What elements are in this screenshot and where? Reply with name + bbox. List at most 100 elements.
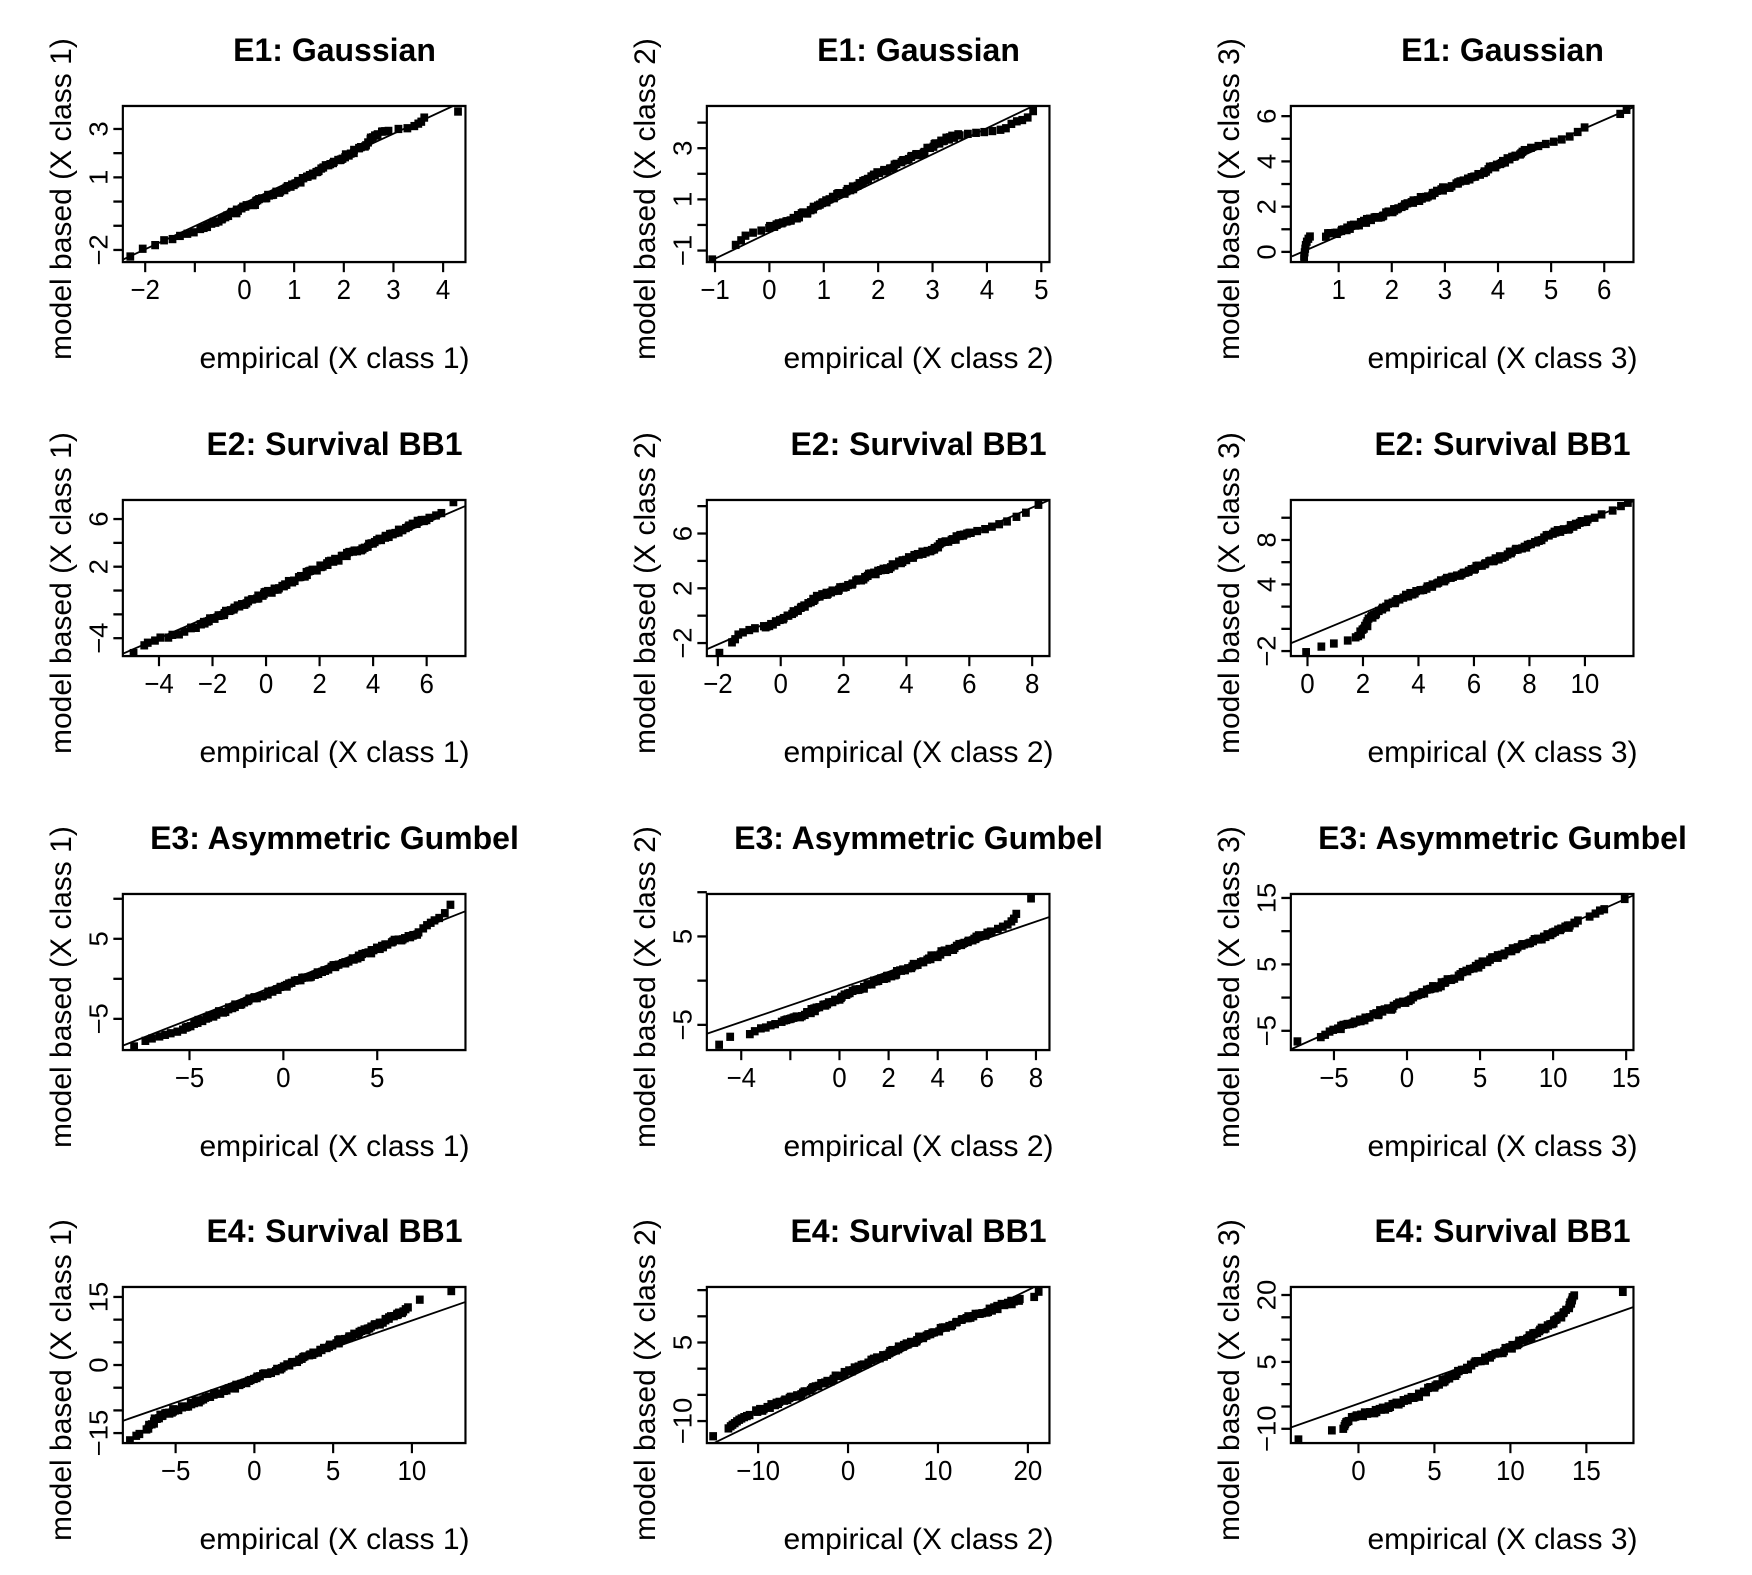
y-tick-label: −10	[1252, 1406, 1281, 1453]
data-point	[1428, 580, 1437, 589]
data-point	[708, 255, 717, 263]
qq-subplot-e4-class2: E4: Survival BB1 model based (X class 2)…	[624, 1197, 1128, 1559]
data-point	[1465, 964, 1474, 973]
data-point	[788, 1392, 797, 1402]
data-point	[310, 1349, 319, 1358]
data-point	[126, 252, 135, 261]
data-point	[268, 987, 277, 996]
data-point	[981, 524, 989, 534]
data-point	[988, 126, 997, 136]
y-tick-label: −5	[668, 1009, 697, 1040]
qq-subplot-e3-class2: E3: Asymmetric Gumbel model based (X cla…	[624, 804, 1128, 1166]
data-point	[403, 124, 412, 133]
data-point	[767, 1400, 776, 1409]
data-point	[259, 991, 267, 1000]
data-point	[1557, 135, 1566, 144]
data-point	[1515, 1336, 1523, 1346]
data-point	[835, 1372, 844, 1381]
data-point	[394, 124, 403, 134]
data-point	[415, 1295, 424, 1305]
data-point	[160, 236, 168, 245]
data-point	[1343, 636, 1352, 645]
data-point	[1409, 196, 1418, 205]
data-point	[734, 630, 743, 639]
data-point	[164, 633, 173, 642]
plot-title: E4: Survival BB1	[1374, 1213, 1631, 1250]
x-tick-label: 6	[419, 668, 433, 699]
data-point	[844, 580, 852, 589]
data-point	[919, 956, 928, 966]
x-axis-label: empirical (X class 3)	[1367, 1523, 1638, 1557]
x-tick-label: 2	[1385, 274, 1399, 305]
data-point	[300, 1352, 309, 1361]
data-point	[875, 168, 884, 178]
data-point	[1326, 229, 1335, 238]
data-point	[176, 231, 184, 241]
data-point	[998, 922, 1007, 931]
data-point	[799, 208, 807, 217]
data-point	[449, 499, 458, 507]
data-point	[390, 935, 399, 944]
data-point	[1622, 105, 1631, 114]
data-point	[1513, 942, 1522, 951]
x-tick-label: 0	[1351, 1455, 1365, 1486]
plot-title: E3: Asymmetric Gumbel	[150, 819, 519, 856]
data-point	[143, 638, 152, 647]
data-point	[437, 508, 446, 517]
data-point	[756, 1023, 765, 1033]
x-axis-label: empirical (X class 1)	[199, 735, 470, 769]
data-point	[1306, 232, 1314, 241]
x-tick-label: 6	[1467, 668, 1481, 699]
data-point	[414, 927, 423, 937]
data-point	[168, 630, 177, 639]
y-tick-label: 0	[1252, 244, 1281, 259]
qq-plot-canvas: −5 0 5 10 −15 0 15	[84, 1282, 467, 1486]
data-point	[329, 157, 338, 167]
data-point	[1580, 123, 1589, 132]
x-axis-label: empirical (X class 3)	[1367, 342, 1638, 375]
y-tick-label: −5	[1252, 1015, 1281, 1046]
x-tick-label: 2	[312, 668, 326, 699]
y-tick-label: 3	[668, 141, 697, 156]
data-point	[1418, 194, 1426, 203]
data-point	[142, 1425, 151, 1434]
x-tick-label: −4	[726, 1062, 756, 1093]
y-tick-label: −2	[84, 234, 113, 265]
data-point	[848, 182, 857, 191]
data-point	[215, 1006, 223, 1015]
plot-title: E2: Survival BB1	[790, 425, 1047, 462]
data-point	[890, 560, 899, 569]
x-tick-label: 3	[1438, 274, 1452, 305]
data-point	[161, 1030, 169, 1039]
x-axis-label: empirical (X class 1)	[199, 342, 470, 375]
data-point	[958, 1315, 966, 1324]
plot-title: E1: Gaussian	[1401, 32, 1604, 68]
data-point	[245, 993, 254, 1003]
x-tick-label: 15	[1612, 1062, 1641, 1093]
data-point	[739, 627, 747, 637]
plot-box	[1289, 498, 1635, 657]
plot-box	[1289, 892, 1635, 1051]
y-tick-label: 6	[84, 511, 113, 526]
qq-subplot-e2-class1: E2: Survival BB1 model based (X class 1)…	[40, 410, 544, 772]
data-point	[715, 1040, 724, 1049]
data-point	[328, 1341, 337, 1350]
y-tick-label: 8	[1252, 532, 1281, 547]
data-point	[1384, 207, 1393, 216]
data-point	[181, 1023, 190, 1032]
data-point	[996, 125, 1005, 134]
data-point	[425, 513, 434, 522]
x-tick-label: 4	[931, 1062, 946, 1093]
x-axis-label: empirical (X class 2)	[783, 1129, 1054, 1163]
data-point	[1500, 948, 1509, 958]
data-point	[1442, 573, 1451, 582]
x-tick-label: 2	[836, 668, 850, 699]
data-point	[404, 1303, 412, 1312]
plot-box	[121, 498, 467, 657]
data-point	[715, 648, 724, 656]
data-point	[1501, 1344, 1510, 1353]
x-tick-label: 0	[259, 668, 273, 699]
data-point	[1329, 639, 1338, 648]
qq-plot-canvas: 1 2 3 4 5 6 0 2 4 6	[1252, 104, 1635, 305]
